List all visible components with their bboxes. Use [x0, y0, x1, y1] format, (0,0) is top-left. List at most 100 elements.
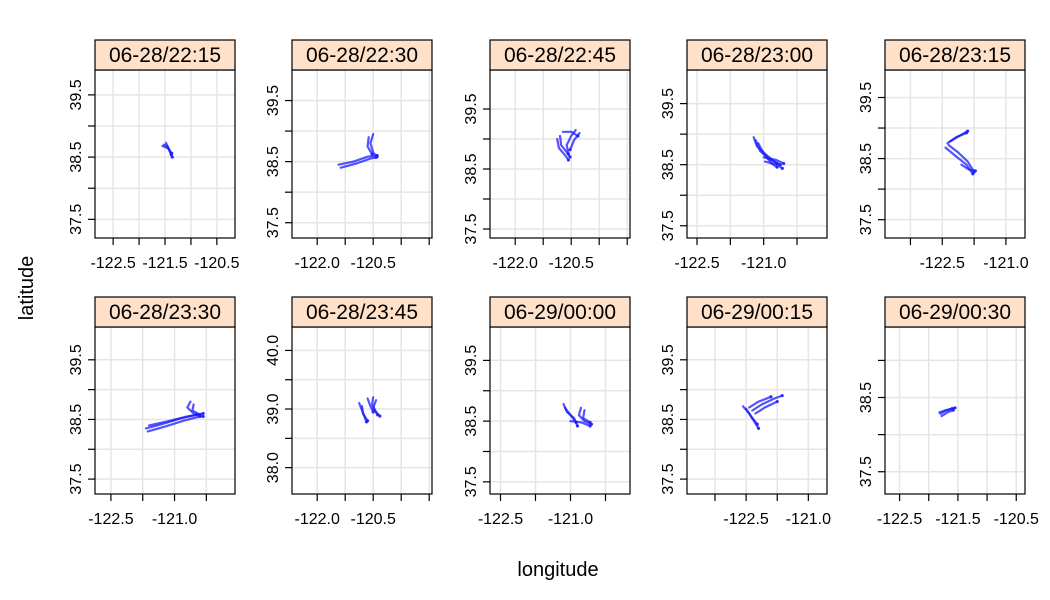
x-tick-label: -122.5	[877, 511, 922, 528]
panel-frame	[94, 326, 236, 495]
strip-header	[489, 39, 631, 71]
strip-header	[94, 296, 236, 328]
panel-frame	[884, 326, 1026, 495]
track-end-point	[375, 155, 379, 159]
track-mark	[369, 133, 379, 158]
track-mark	[763, 160, 784, 170]
y-tick-label: 37.5	[68, 463, 85, 494]
track-end-point	[371, 410, 375, 414]
y-tick-label: 38.5	[463, 405, 480, 436]
x-tick-label: -120.5	[994, 511, 1039, 528]
track-mark	[748, 395, 773, 409]
track-mark	[360, 405, 369, 422]
track-mark	[191, 403, 202, 416]
strip-label: 06-29/00:15	[701, 301, 813, 324]
track-mark	[754, 400, 779, 415]
track-end-point	[170, 151, 174, 155]
panel: 06-29/00:15 -122.5 -121.0 37.5 38.5 39.5	[660, 296, 831, 528]
x-tick-label: -121.0	[548, 511, 593, 528]
x-tick-label: -122.5	[88, 511, 133, 528]
x-tick-label: -122.0	[295, 255, 340, 272]
x-tick-label: -121.0	[983, 255, 1028, 272]
strip-label: 06-28/23:45	[306, 301, 418, 324]
y-tick-label: 39.5	[68, 79, 85, 110]
strip-header	[489, 296, 631, 328]
strip-label: 06-28/22:30	[306, 44, 418, 67]
y-tick-label: 37.5	[68, 204, 85, 235]
y-tick-label: 38.5	[68, 404, 85, 435]
panel: 06-28/22:15 -122.5 -121.5 -120.5 37.5 38.5 39.…	[68, 39, 240, 272]
track-end-point	[370, 152, 374, 156]
strip-label: 06-28/23:30	[109, 301, 221, 324]
track-end-point	[780, 393, 784, 398]
x-tick-label: -122.5	[723, 511, 768, 528]
track-end-point	[366, 419, 370, 423]
x-tick-label: -122.5	[478, 511, 523, 528]
panel-frame	[489, 69, 631, 239]
y-tick-label: 38.5	[660, 404, 677, 435]
x-tick-label: -122.5	[674, 255, 719, 272]
track-end-point	[953, 406, 957, 410]
track-end-point	[775, 399, 779, 404]
panel-frame	[884, 69, 1026, 239]
x-axis-title: longitude	[517, 559, 598, 581]
track-mark	[556, 137, 570, 162]
track-end-point	[198, 413, 202, 417]
track-mark	[366, 397, 375, 414]
track-mark	[161, 144, 173, 155]
track-mark	[744, 407, 759, 426]
panel: 06-28/23:15 -122.5 -121.0 37.5 38.5 39.5	[858, 39, 1029, 272]
y-tick-label: 37.5	[463, 466, 480, 497]
strip-header	[686, 296, 828, 328]
track-mark	[940, 409, 955, 418]
y-tick-label: 39.5	[463, 345, 480, 376]
track-end-point	[566, 158, 571, 162]
y-tick-label: 39.5	[858, 82, 875, 113]
y-tick-label: 37.5	[463, 213, 480, 244]
track-mark	[561, 130, 580, 138]
strip-header	[884, 39, 1026, 71]
panel: 06-28/23:45 -122.0 -120.5 38.0 39.0 40.0	[265, 296, 433, 528]
x-tick-label: -121.0	[786, 511, 831, 528]
strip-label: 06-29/00:30	[899, 301, 1011, 324]
y-tick-label: 39.5	[265, 85, 282, 116]
track-mark	[577, 406, 593, 426]
track-end-point	[973, 169, 977, 173]
y-tick-label: 37.5	[660, 463, 677, 494]
x-tick-label: -122.0	[493, 255, 538, 272]
strip-label: 06-28/23:15	[899, 44, 1011, 67]
x-tick-label: -121.5	[142, 255, 187, 272]
track-mark	[581, 409, 592, 424]
x-tick-label: -121.5	[935, 511, 980, 528]
x-tick-label: -121.0	[741, 255, 786, 272]
track-end-point	[170, 155, 174, 159]
track-end-point	[964, 131, 969, 135]
y-tick-label: 40.0	[265, 335, 282, 366]
track-mark	[946, 131, 968, 145]
y-tick-label: 39.5	[660, 88, 677, 119]
track-end-point	[588, 420, 592, 424]
y-tick-label: 39.5	[660, 344, 677, 375]
strip-label: 06-28/22:15	[109, 44, 221, 67]
panel-grid: 06-28/22:15 -122.5 -121.5 -120.5 37.5 38.5 39.…	[68, 39, 1039, 528]
y-tick-label: 37.5	[858, 204, 875, 235]
x-tick-label: -120.5	[351, 255, 396, 272]
x-tick-label: -120.5	[194, 255, 239, 272]
track-mark	[337, 154, 379, 166]
track-mark	[939, 407, 954, 415]
panel: 06-28/23:30 -122.5 -121.0 37.5 38.5 39.5	[68, 296, 236, 528]
strip-label: 06-28/23:00	[701, 44, 813, 67]
panel: 06-28/22:30 -122.0 -120.5 37.5 38.5 39.5	[265, 39, 433, 272]
track-end-point	[769, 395, 773, 399]
panel-frame	[489, 326, 631, 495]
track-end-point	[201, 411, 205, 416]
x-tick-label: -120.5	[351, 511, 396, 528]
panel: 06-28/22:45 -122.0 -120.5 37.5 38.5 39.5	[463, 39, 631, 272]
track-end-point	[566, 152, 571, 156]
y-tick-label: 39.5	[68, 344, 85, 375]
track-mark	[569, 420, 592, 428]
track-end-point	[588, 424, 592, 428]
x-tick-label: -121.0	[152, 511, 197, 528]
track-end-point	[782, 161, 786, 166]
strip-header	[291, 39, 433, 71]
